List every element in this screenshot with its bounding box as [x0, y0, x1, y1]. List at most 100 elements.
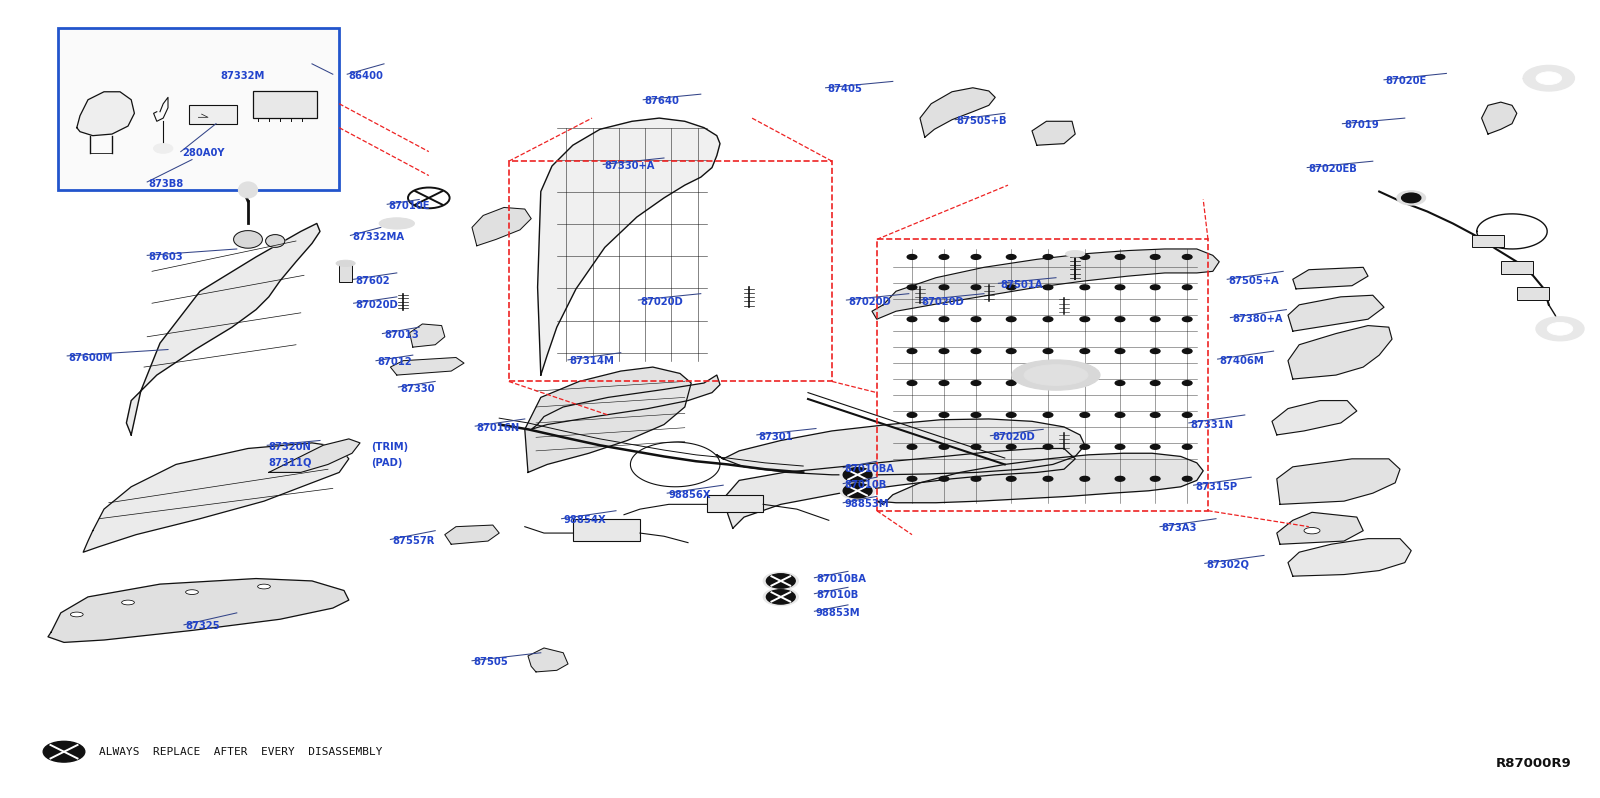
Ellipse shape: [186, 590, 198, 595]
Circle shape: [1182, 285, 1192, 290]
Circle shape: [939, 255, 949, 259]
Circle shape: [1115, 444, 1125, 449]
Circle shape: [763, 588, 798, 606]
Circle shape: [939, 476, 949, 481]
Circle shape: [843, 484, 872, 498]
Circle shape: [1043, 444, 1053, 449]
Polygon shape: [723, 448, 1075, 528]
Circle shape: [843, 468, 872, 482]
Circle shape: [971, 444, 981, 449]
Polygon shape: [1288, 326, 1392, 379]
Bar: [573, 519, 640, 541]
Circle shape: [907, 255, 917, 259]
Bar: [707, 495, 763, 512]
Circle shape: [1150, 444, 1160, 449]
Text: 98856X: 98856X: [669, 490, 712, 500]
Circle shape: [1182, 381, 1192, 385]
Circle shape: [907, 444, 917, 449]
Polygon shape: [1482, 102, 1517, 134]
Polygon shape: [126, 223, 320, 435]
Bar: [58, 28, 339, 190]
Text: (PAD): (PAD): [371, 458, 403, 468]
Text: 87020D: 87020D: [640, 297, 683, 306]
Text: 87020EB: 87020EB: [1309, 164, 1357, 174]
Text: 87020D: 87020D: [922, 297, 965, 306]
Text: 87020D: 87020D: [848, 297, 891, 306]
Circle shape: [971, 317, 981, 322]
Polygon shape: [83, 443, 349, 552]
Polygon shape: [1277, 512, 1363, 544]
Circle shape: [1150, 476, 1160, 481]
Circle shape: [971, 381, 981, 385]
Circle shape: [939, 381, 949, 385]
Text: 87405: 87405: [827, 85, 862, 94]
Text: 87020D: 87020D: [992, 433, 1035, 442]
Text: ALWAYS  REPLACE  AFTER  EVERY  DISASSEMBLY: ALWAYS REPLACE AFTER EVERY DISASSEMBLY: [99, 747, 382, 757]
Circle shape: [1182, 255, 1192, 259]
Circle shape: [1006, 476, 1016, 481]
Circle shape: [1547, 322, 1573, 335]
Circle shape: [1115, 285, 1125, 290]
Polygon shape: [525, 367, 691, 472]
Ellipse shape: [379, 218, 414, 229]
Circle shape: [907, 381, 917, 385]
Circle shape: [907, 476, 917, 481]
Text: 87315P: 87315P: [1195, 482, 1237, 492]
Text: 87332M: 87332M: [221, 71, 266, 81]
Circle shape: [971, 349, 981, 354]
Circle shape: [1043, 285, 1053, 290]
Circle shape: [1043, 476, 1053, 481]
Bar: [509, 161, 832, 381]
Polygon shape: [269, 439, 360, 472]
Circle shape: [1080, 317, 1090, 322]
Circle shape: [939, 413, 949, 417]
Circle shape: [840, 482, 875, 500]
Text: 87325: 87325: [186, 622, 221, 631]
Text: 87320N: 87320N: [269, 442, 312, 452]
Text: 87600M: 87600M: [69, 353, 114, 362]
Text: R87000R9: R87000R9: [1496, 757, 1571, 770]
Polygon shape: [410, 324, 445, 347]
Ellipse shape: [258, 584, 270, 589]
Circle shape: [971, 476, 981, 481]
Circle shape: [1006, 349, 1016, 354]
Circle shape: [907, 349, 917, 354]
Circle shape: [1115, 317, 1125, 322]
Ellipse shape: [70, 612, 83, 617]
Text: 98853M: 98853M: [845, 500, 890, 509]
Circle shape: [1080, 413, 1090, 417]
Polygon shape: [77, 92, 134, 136]
Bar: [877, 239, 1208, 511]
Text: 87330+A: 87330+A: [605, 161, 656, 171]
Text: 87019: 87019: [1344, 120, 1379, 130]
Circle shape: [840, 466, 875, 484]
Circle shape: [766, 574, 795, 588]
Circle shape: [1150, 285, 1160, 290]
Polygon shape: [528, 648, 568, 672]
Circle shape: [907, 413, 917, 417]
Text: 87010B: 87010B: [845, 480, 886, 490]
Polygon shape: [1277, 459, 1400, 504]
Polygon shape: [877, 453, 1203, 504]
Text: 87311Q: 87311Q: [269, 458, 312, 468]
Ellipse shape: [336, 260, 355, 267]
Polygon shape: [531, 375, 720, 429]
Circle shape: [1006, 285, 1016, 290]
Ellipse shape: [238, 182, 258, 198]
Text: 87505+A: 87505+A: [1229, 276, 1280, 286]
Polygon shape: [1272, 401, 1357, 435]
Polygon shape: [1288, 295, 1384, 331]
Circle shape: [971, 413, 981, 417]
Polygon shape: [1288, 539, 1411, 576]
Text: 87332MA: 87332MA: [352, 232, 405, 242]
Text: 98854X: 98854X: [563, 516, 606, 525]
Circle shape: [1115, 413, 1125, 417]
Ellipse shape: [266, 235, 285, 247]
Polygon shape: [445, 525, 499, 544]
Circle shape: [1080, 476, 1090, 481]
Text: 86400: 86400: [349, 71, 384, 81]
Circle shape: [971, 285, 981, 290]
Circle shape: [1150, 413, 1160, 417]
Text: 87331N: 87331N: [1190, 420, 1234, 429]
Ellipse shape: [1013, 360, 1101, 390]
